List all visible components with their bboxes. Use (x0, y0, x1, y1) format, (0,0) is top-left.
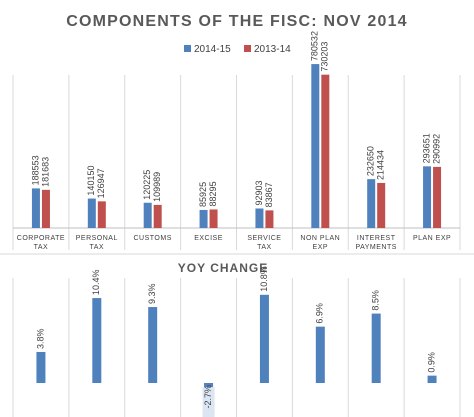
bar-2014-15-3 (143, 202, 152, 228)
yoy-bar-3 (148, 307, 158, 383)
data-label: 181683 (40, 157, 50, 187)
legend-label-2: 2013-14 (254, 44, 291, 55)
category-label: TAX (90, 244, 105, 251)
data-label: 730203 (320, 42, 330, 72)
category-label: EXP (313, 244, 329, 251)
bar-2014-15-5 (255, 208, 264, 228)
bar-2014-15-7 (367, 179, 376, 228)
yoy-title: YOY CHANGE (178, 261, 268, 275)
bar-2014-15-2 (87, 198, 96, 228)
yoy-data-label: 10.4% (91, 270, 101, 296)
data-label: 92903 (254, 180, 264, 205)
data-label: 293651 (421, 133, 431, 163)
data-label: 88295 (208, 181, 218, 206)
data-label: 109989 (152, 172, 162, 202)
bar-2013-14-6 (321, 74, 330, 228)
category-label: CUSTOMS (134, 235, 172, 242)
data-label: 120225 (142, 170, 152, 200)
yoy-bar-5 (259, 294, 269, 383)
yoy-data-label: 6.9% (315, 303, 325, 324)
legend-swatch-1 (184, 45, 191, 52)
bar-2013-14-5 (265, 210, 274, 228)
bar-2014-15-8 (423, 166, 432, 228)
legend-swatch-2 (244, 45, 251, 52)
yoy-bar-7 (371, 313, 381, 383)
bar-2014-15-4 (199, 209, 208, 228)
category-label: INTEREST (357, 235, 396, 242)
category-label: PLAN EXP (413, 235, 451, 242)
yoy-bar-2 (92, 298, 102, 383)
yoy-data-label: -2.7% (203, 385, 213, 409)
bar-2013-14-2 (97, 201, 106, 228)
bar-2013-14-1 (41, 189, 50, 228)
data-label: 290992 (431, 134, 441, 164)
category-label: TAX (257, 244, 272, 251)
yoy-data-label: 3.8% (35, 328, 45, 349)
yoy-label-highlight (202, 387, 215, 417)
bar-2013-14-3 (153, 204, 162, 228)
category-label: CORPORATE (17, 235, 65, 242)
category-label: NON PLAN (300, 235, 340, 242)
category-label: EXCISE (194, 235, 223, 242)
data-label: 126947 (96, 168, 106, 198)
bar-2014-15-6 (311, 64, 320, 228)
bar-2013-14-4 (209, 209, 218, 228)
yoy-bar-8 (427, 375, 437, 383)
category-label: SERVICE (247, 235, 281, 242)
yoy-bar-6 (315, 326, 325, 383)
data-label: 83867 (264, 182, 274, 207)
category-label: PAYMENTS (355, 244, 396, 251)
bar-2013-14-8 (433, 166, 442, 228)
data-label: 232650 (366, 146, 376, 176)
yoy-data-label: 9.3% (147, 284, 157, 305)
data-label: 140150 (86, 166, 96, 196)
data-label: 214434 (376, 150, 386, 180)
category-label: PERSONAL (76, 235, 118, 242)
bar-2013-14-7 (377, 182, 386, 228)
data-label: 85925 (198, 182, 208, 207)
data-label: 188553 (30, 155, 40, 185)
bar-2014-15-1 (31, 188, 40, 228)
yoy-data-label: 8.5% (371, 290, 381, 311)
yoy-bar-1 (36, 351, 46, 383)
yoy-data-label: 0.9% (426, 352, 436, 373)
legend-label-1: 2014-15 (194, 44, 231, 55)
yoy-data-label: 10.8% (259, 266, 269, 292)
category-label: TAX (34, 244, 49, 251)
chart-title: COMPONENTS OF THE FISC: NOV 2014 (66, 13, 408, 30)
data-label: 780532 (310, 31, 320, 61)
